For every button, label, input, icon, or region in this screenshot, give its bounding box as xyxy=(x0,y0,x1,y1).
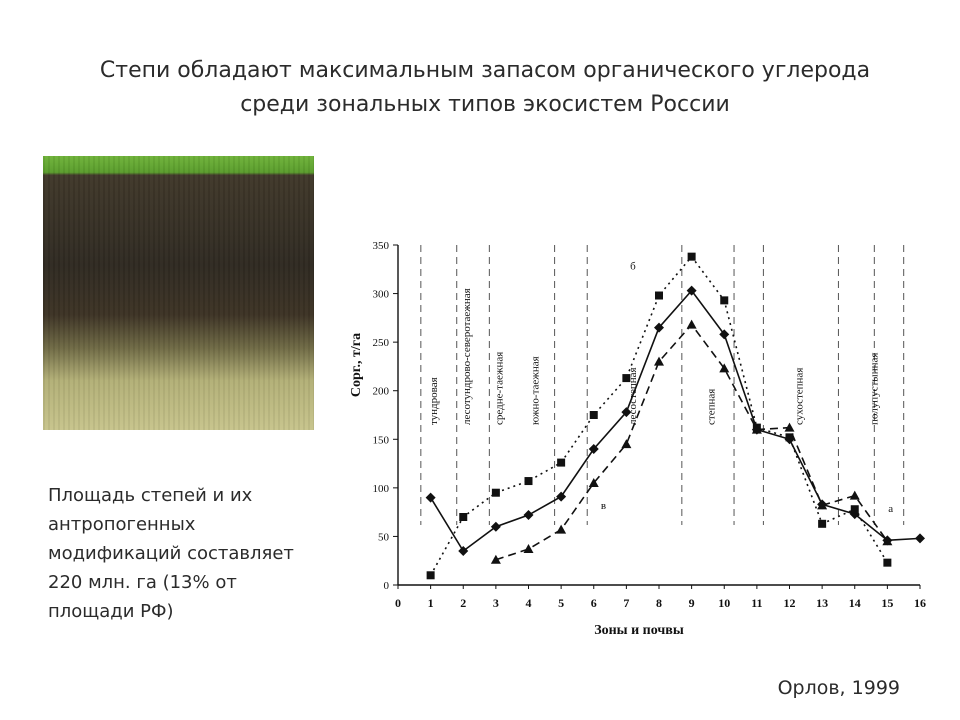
point-в-11 xyxy=(751,424,762,434)
annotation-а: а xyxy=(888,503,893,515)
point-б-2 xyxy=(459,513,468,521)
point-б-6 xyxy=(589,411,598,419)
point-а-7 xyxy=(621,407,632,418)
steppe-area-note: Площадь степей и их антропогенных модифи… xyxy=(48,481,338,626)
point-в-3 xyxy=(490,554,501,564)
point-а-3 xyxy=(490,521,501,532)
x-tick-label-1: 1 xyxy=(428,596,434,610)
x-tick-label-8: 8 xyxy=(656,596,662,610)
note-line-4: 220 млн. га (13% от xyxy=(48,572,237,593)
point-б-9 xyxy=(687,252,696,261)
point-б-13 xyxy=(818,519,827,528)
point-в-15 xyxy=(882,536,893,546)
point-а-1 xyxy=(425,492,436,503)
zone-label-1: лесотундрово-северотаежная xyxy=(461,288,473,425)
y-tick-label-50: 50 xyxy=(378,531,390,543)
point-а-8 xyxy=(654,322,664,333)
point-в-14 xyxy=(849,490,860,500)
point-б-14 xyxy=(850,505,859,514)
point-в-7 xyxy=(621,439,632,449)
slide-title: Степи обладают максимальным запасом орга… xyxy=(60,54,910,122)
zone-label-2: средне-таежная xyxy=(493,352,505,425)
note-line-5: площади РФ) xyxy=(48,601,174,622)
y-tick-label-250: 250 xyxy=(373,337,390,349)
point-б-1 xyxy=(426,571,435,580)
annotation-в: в xyxy=(601,500,606,512)
x-tick-label-13: 13 xyxy=(816,596,828,610)
point-б-7 xyxy=(622,374,631,383)
point-в-5 xyxy=(556,524,567,534)
soil-profile-photo xyxy=(43,156,314,430)
x-tick-label-10: 10 xyxy=(718,596,730,610)
point-в-13 xyxy=(817,500,828,510)
point-а-16 xyxy=(915,533,925,544)
point-в-12 xyxy=(784,422,795,432)
zone-label-0: тундровая xyxy=(428,377,440,425)
x-tick-label-6: 6 xyxy=(591,596,597,610)
series-line-а xyxy=(429,289,921,553)
point-а-10 xyxy=(719,329,730,340)
point-б-4 xyxy=(524,477,533,486)
zone-label-5: степная xyxy=(705,389,717,425)
point-б-10 xyxy=(720,296,729,305)
annotation-б: б xyxy=(630,260,636,272)
point-в-10 xyxy=(719,363,730,373)
point-а-9 xyxy=(686,285,697,296)
y-tick-label-200: 200 xyxy=(373,386,390,398)
x-tick-label-0: 0 xyxy=(395,596,401,610)
point-б-3 xyxy=(491,488,500,497)
x-axis-label: Зоны и почвы xyxy=(594,623,684,638)
x-tick-label-12: 12 xyxy=(784,596,796,610)
point-а-6 xyxy=(588,444,599,454)
y-tick-label-350: 350 xyxy=(373,240,390,252)
zone-label-3: южно-таежная xyxy=(529,356,541,425)
title-line-1: Степи обладают максимальным запасом орга… xyxy=(99,58,871,83)
point-а-2 xyxy=(458,546,469,556)
x-tick-label-2: 2 xyxy=(460,596,466,610)
y-tick-label-0: 0 xyxy=(384,580,390,592)
x-tick-label-16: 16 xyxy=(914,596,926,610)
note-line-2: антропогенных xyxy=(48,514,196,535)
x-tick-label-14: 14 xyxy=(849,596,861,610)
zone-label-7: полупустынная xyxy=(869,353,881,425)
point-а-5 xyxy=(556,491,567,502)
point-в-9 xyxy=(686,319,697,329)
x-tick-label-9: 9 xyxy=(689,596,695,610)
note-line-1: Площадь степей и их xyxy=(48,485,253,506)
zone-label-6: сухостепная xyxy=(794,368,806,425)
point-в-6 xyxy=(588,478,599,487)
point-а-4 xyxy=(523,510,534,521)
citation: Орлов, 1999 xyxy=(777,677,900,699)
point-в-4 xyxy=(523,544,534,554)
point-б-15 xyxy=(883,558,892,567)
y-tick-label-300: 300 xyxy=(373,289,390,301)
point-в-8 xyxy=(654,356,664,366)
x-tick-label-3: 3 xyxy=(493,596,499,610)
x-tick-label-7: 7 xyxy=(623,596,629,610)
y-tick-label-100: 100 xyxy=(373,483,390,495)
point-б-12 xyxy=(785,433,794,442)
y-tick-label-150: 150 xyxy=(373,434,390,446)
x-tick-label-5: 5 xyxy=(558,596,564,610)
x-tick-label-15: 15 xyxy=(881,596,893,610)
note-line-3: модификаций составляет xyxy=(48,543,294,564)
x-tick-label-4: 4 xyxy=(526,596,532,610)
x-tick-label-11: 11 xyxy=(751,596,762,610)
title-line-2: среди зональных типов экосистем России xyxy=(240,92,730,117)
y-axis-label: Сорг., т/га xyxy=(349,333,364,397)
point-б-5 xyxy=(557,458,566,467)
point-б-8 xyxy=(655,291,663,300)
